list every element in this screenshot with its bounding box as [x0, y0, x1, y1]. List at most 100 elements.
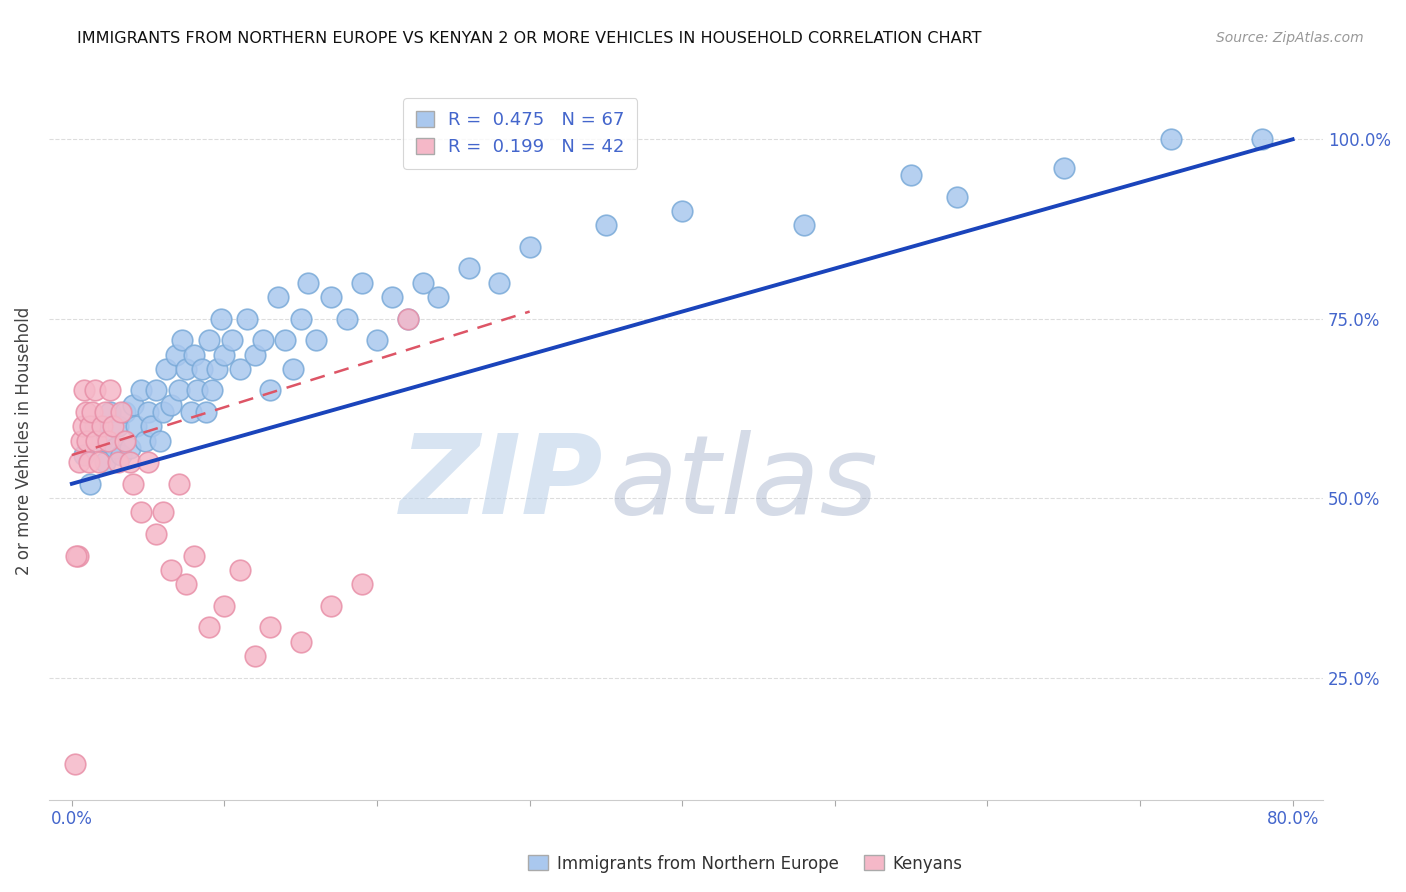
Point: [228, 563, 250, 577]
Point: [97, 434, 120, 448]
Point: [136, 455, 159, 469]
Point: [91, 434, 114, 448]
Point: [335, 311, 357, 326]
Point: [195, 405, 218, 419]
Point: [107, 419, 129, 434]
Point: [259, 620, 281, 634]
Point: [98, 405, 121, 419]
Point: [205, 362, 228, 376]
Point: [297, 276, 319, 290]
Point: [129, 384, 152, 398]
Point: [900, 168, 922, 182]
Point: [167, 384, 190, 398]
Point: [118, 441, 141, 455]
Point: [94, 455, 117, 469]
Point: [63, 756, 86, 771]
Point: [65, 549, 87, 563]
Point: [107, 455, 129, 469]
Point: [79, 476, 101, 491]
Point: [114, 434, 136, 448]
Point: [243, 648, 266, 663]
Point: [170, 333, 193, 347]
Point: [160, 563, 183, 577]
Point: [94, 405, 117, 419]
Point: [190, 362, 212, 376]
Point: [201, 384, 224, 398]
Point: [198, 620, 221, 634]
Point: [69, 455, 91, 469]
Point: [72, 419, 94, 434]
Point: [671, 204, 693, 219]
Point: [136, 405, 159, 419]
Point: [91, 419, 114, 434]
Point: [110, 448, 132, 462]
Point: [321, 599, 343, 613]
Point: [427, 290, 450, 304]
Point: [252, 333, 274, 347]
Point: [281, 362, 304, 376]
Point: [98, 384, 121, 398]
Point: [305, 333, 328, 347]
Point: [79, 419, 101, 434]
Point: [267, 290, 290, 304]
Point: [103, 441, 125, 455]
Point: [366, 333, 388, 347]
Point: [73, 384, 96, 398]
Legend: Immigrants from Northern Europe, Kenyans: Immigrants from Northern Europe, Kenyans: [522, 848, 969, 880]
Point: [457, 261, 479, 276]
Text: Source: ZipAtlas.com: Source: ZipAtlas.com: [1216, 31, 1364, 45]
Text: IMMIGRANTS FROM NORTHERN EUROPE VS KENYAN 2 OR MORE VEHICLES IN HOUSEHOLD CORREL: IMMIGRANTS FROM NORTHERN EUROPE VS KENYA…: [77, 31, 981, 46]
Point: [83, 384, 105, 398]
Point: [396, 311, 419, 326]
Point: [259, 384, 281, 398]
Point: [80, 405, 103, 419]
Point: [176, 577, 198, 591]
Point: [350, 276, 373, 290]
Point: [167, 476, 190, 491]
Point: [134, 434, 156, 448]
Point: [946, 190, 969, 204]
Point: [186, 384, 208, 398]
Point: [101, 419, 124, 434]
Point: [145, 527, 167, 541]
Point: [595, 219, 617, 233]
Point: [76, 434, 98, 448]
Point: [180, 405, 202, 419]
Point: [75, 405, 97, 419]
Point: [228, 362, 250, 376]
Point: [1053, 161, 1076, 175]
Point: [381, 290, 404, 304]
Text: ZIP: ZIP: [399, 430, 603, 537]
Point: [274, 333, 297, 347]
Point: [214, 348, 236, 362]
Point: [350, 577, 373, 591]
Point: [165, 348, 187, 362]
Point: [793, 219, 815, 233]
Point: [66, 549, 89, 563]
Point: [149, 434, 172, 448]
Point: [290, 634, 312, 648]
Point: [321, 290, 343, 304]
Point: [141, 419, 163, 434]
Point: [152, 405, 174, 419]
Point: [519, 240, 541, 254]
Point: [183, 348, 205, 362]
Point: [488, 276, 510, 290]
Point: [183, 549, 205, 563]
Point: [70, 434, 93, 448]
Point: [83, 419, 105, 434]
Point: [243, 348, 266, 362]
Point: [110, 405, 132, 419]
Point: [1160, 132, 1182, 146]
Point: [84, 434, 107, 448]
Point: [73, 448, 96, 462]
Point: [290, 311, 312, 326]
Point: [122, 476, 145, 491]
Point: [214, 599, 236, 613]
Point: [160, 398, 183, 412]
Point: [125, 419, 148, 434]
Point: [209, 311, 232, 326]
Point: [221, 333, 243, 347]
Text: atlas: atlas: [610, 430, 879, 537]
Legend: R =  0.475   N = 67, R =  0.199   N = 42: R = 0.475 N = 67, R = 0.199 N = 42: [404, 98, 637, 169]
